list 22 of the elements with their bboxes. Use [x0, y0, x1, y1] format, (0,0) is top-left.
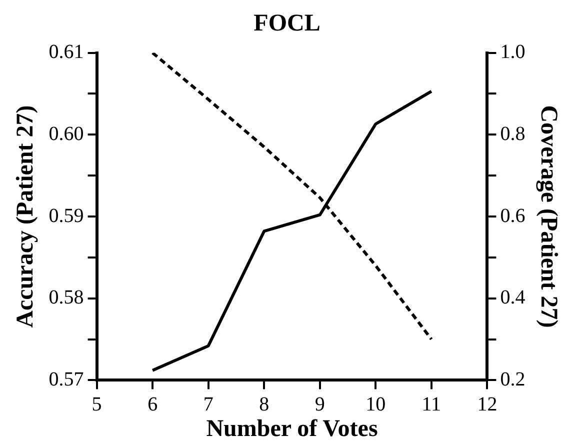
x-tick-label: 7 — [203, 393, 214, 416]
y2-tick-label: 0.2 — [500, 368, 526, 390]
x-tick-label: 5 — [92, 393, 102, 416]
x-tick-label: 11 — [422, 393, 442, 416]
y2-tick-label: 0.6 — [500, 204, 526, 227]
y-tick-label: 0.57 — [48, 368, 84, 390]
y-axis-title: Accuracy (Patient 27) — [12, 105, 39, 328]
x-tick-label: 9 — [314, 393, 325, 416]
x-tick-label: 6 — [148, 393, 158, 416]
y2-tick-label: 0.8 — [500, 122, 526, 145]
x-tick-label: 8 — [259, 393, 270, 416]
x-axis-title: Number of Votes — [206, 416, 378, 442]
y-tick-label: 0.61 — [48, 41, 84, 64]
y-tick-label: 0.59 — [48, 204, 84, 227]
y-tick-label: 0.60 — [48, 122, 84, 145]
y-tick-label: 0.58 — [48, 286, 84, 309]
x-tick-label: 12 — [477, 393, 498, 416]
x-tick-label: 10 — [366, 393, 386, 416]
y2-tick-label: 1.0 — [500, 41, 526, 64]
y2-axis-title: Coverage (Patient 27) — [535, 105, 562, 328]
y2-tick-label: 0.4 — [500, 286, 526, 309]
chart-title: FOCL — [254, 10, 320, 37]
